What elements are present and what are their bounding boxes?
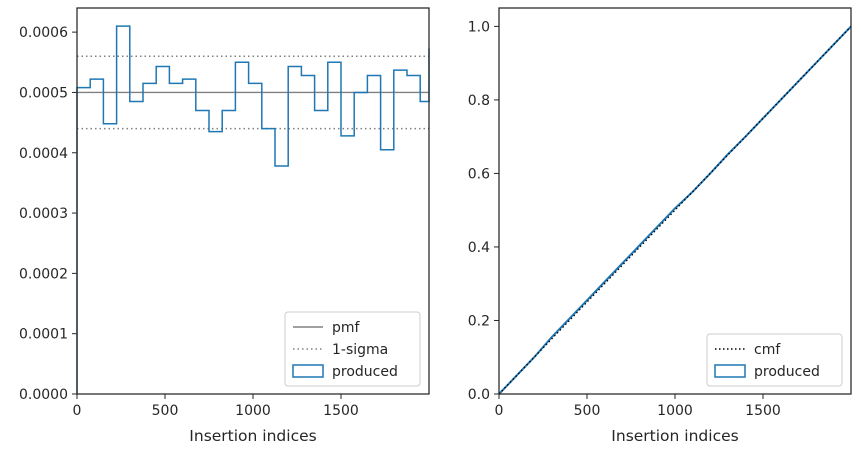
y-tick-label: 0.0001 (19, 327, 68, 343)
legend-box (284, 311, 421, 387)
legend-label-sigma: 1-sigma (332, 342, 388, 358)
cumulative-plot: 0 500 1000 1500 0.0 0.2 0.4 0.6 0.8 1.0 Insertion … (468, 7, 852, 445)
y-tick-label: 0.0005 (19, 85, 68, 101)
x-tick-label: 1000 (235, 403, 271, 419)
x-tick-label: 500 (152, 403, 179, 419)
y-tick-label: 0.0006 (19, 25, 68, 41)
y-tick-label: 0.0004 (19, 146, 68, 162)
axes-frame (76, 7, 430, 395)
y-tick-label: 1.0 (468, 19, 490, 35)
produced-histogram-step (76, 25, 430, 394)
legend-label-cmf: cmf (754, 342, 781, 358)
legend-box (706, 333, 843, 387)
y-tick-label: 0.4 (468, 240, 490, 256)
y-tick-label: 0.0000 (19, 387, 68, 403)
x-axis-label: Insertion indices (611, 427, 738, 445)
x-tick-label: 0 (495, 403, 504, 419)
y-tick-label: 0.2 (468, 313, 490, 329)
y-tick-label: 0.8 (468, 93, 490, 109)
x-tick-label: 1000 (657, 403, 693, 419)
y-tick-label: 0.0003 (19, 206, 68, 222)
x-axis-label: Insertion indices (189, 427, 316, 445)
y-tick-label: 0.0 (468, 387, 490, 403)
legend-label-pmf: pmf (332, 320, 361, 336)
legend-label-produced: produced (754, 364, 820, 380)
histogram-plot: 0 500 1000 1500 0.0000 0.0001 0.0002 0.0003 0.00… (19, 7, 430, 445)
y-tick-label: 0.6 (468, 166, 490, 182)
x-tick-label: 0 (73, 403, 82, 419)
axes-frame (498, 7, 852, 395)
x-tick-label: 500 (574, 403, 601, 419)
x-tick-label: 1500 (745, 403, 781, 419)
legend-swatch-produced (292, 364, 324, 378)
x-tick-label: 1500 (323, 403, 359, 419)
legend-swatch-produced (714, 364, 746, 378)
legend-label-produced: produced (332, 364, 398, 380)
cmf-line (498, 25, 852, 395)
y-tick-label: 0.0002 (19, 266, 68, 282)
